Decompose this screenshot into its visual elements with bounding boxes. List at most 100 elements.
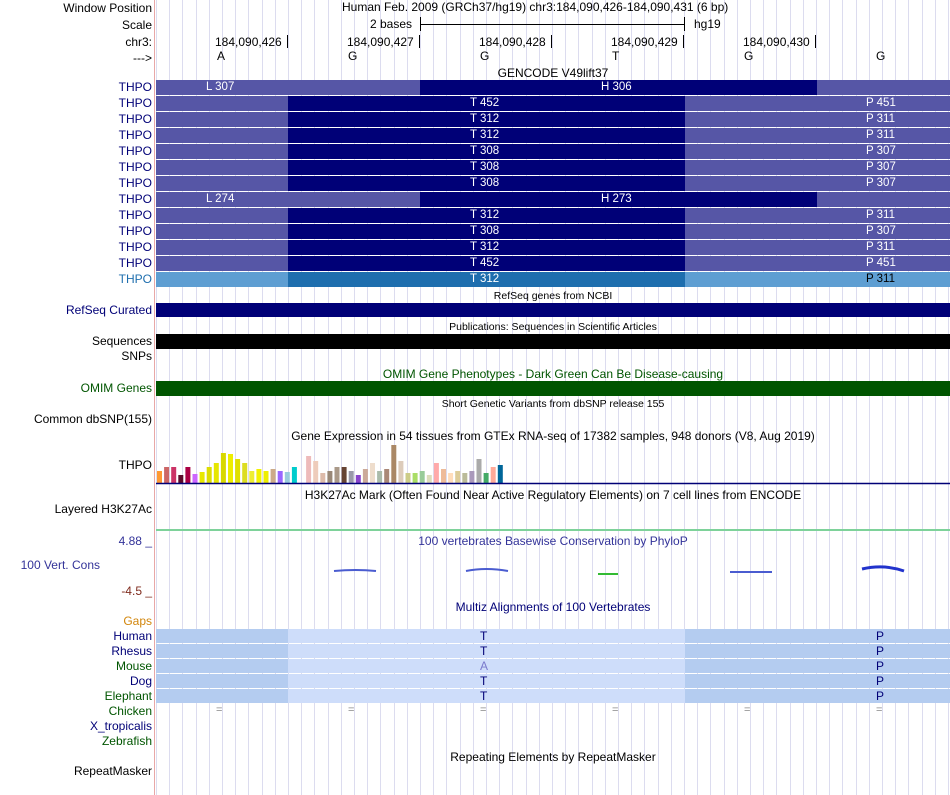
gencode-transcript[interactable]: L 274 H 273 [156, 192, 950, 207]
base-letter: G [876, 49, 886, 63]
omim-track-title[interactable]: OMIM Gene Phenotypes - Dark Green Can Be… [382, 367, 724, 381]
gaps-label[interactable]: Gaps [123, 614, 152, 628]
exon-segment [156, 96, 288, 111]
gencode-transcript-label[interactable]: THPO [118, 240, 152, 254]
refseq-gene-bar[interactable] [156, 303, 950, 317]
gencode-transcript-label[interactable]: THPO [118, 80, 152, 94]
conservation-track-title[interactable]: 100 vertebrates Basewise Conservation by… [418, 534, 688, 548]
gtex-tissue-bar [469, 471, 475, 483]
species-label-mouse[interactable]: Mouse [115, 659, 152, 673]
species-label-chicken[interactable]: Chicken [108, 704, 152, 718]
gencode-transcript[interactable]: T 312 P 311 [156, 208, 950, 223]
gtex-tissue-bar [348, 471, 354, 483]
gtex-tissue-bar [306, 456, 312, 483]
gencode-transcript-label[interactable]: THPO [118, 112, 152, 126]
multiz-track-title[interactable]: Multiz Alignments of 100 Vertebrates [455, 600, 651, 614]
gencode-transcript[interactable]: L 307 H 306 [156, 80, 950, 95]
gtex-label[interactable]: THPO [118, 458, 152, 472]
dbsnp-label[interactable]: Common dbSNP(155) [33, 412, 152, 426]
chicken-gap-mark: = [348, 704, 355, 716]
exon-segment [156, 272, 288, 287]
gencode-transcript-label[interactable]: THPO [118, 224, 152, 238]
gencode-transcript[interactable]: T 312 P 311 [156, 272, 950, 287]
exon-segment [685, 272, 950, 287]
conservation-plot[interactable] [156, 560, 950, 580]
refseq-track-title[interactable]: RefSeq genes from NCBI [493, 290, 613, 302]
h3k27ac-track-title[interactable]: H3K27Ac Mark (Often Found Near Active Re… [304, 488, 802, 502]
gtex-tissue-bar [313, 461, 319, 483]
dbsnp-track-title[interactable]: Short Genetic Variants from dbSNP releas… [441, 398, 665, 410]
tick-mark [287, 35, 288, 48]
alignment-block [156, 689, 288, 703]
amino-acid-label: L 307 [206, 81, 235, 93]
repeatmasker-track-title[interactable]: Repeating Elements by RepeatMasker [450, 750, 656, 764]
species-label-zebrafish[interactable]: Zebrafish [101, 734, 152, 748]
gtex-tissue-bar [199, 472, 205, 483]
gencode-transcript-label[interactable]: THPO [118, 256, 152, 270]
gencode-transcript[interactable]: T 308 P 307 [156, 176, 950, 191]
scale-bar [420, 17, 685, 31]
gtex-tissue-bar [377, 471, 383, 483]
gtex-tissue-bar [164, 467, 170, 483]
gencode-track-title[interactable]: GENCODE V49lift37 [497, 66, 609, 80]
species-label-human[interactable]: Human [113, 629, 152, 643]
gtex-tissue-bar [398, 461, 404, 483]
gencode-transcript-label[interactable]: THPO [118, 176, 152, 190]
gtex-tissue-bar [455, 471, 461, 483]
base-letter: G [480, 49, 490, 63]
alignment-residue: T [480, 629, 488, 643]
gencode-transcript[interactable]: T 452 P 451 [156, 256, 950, 271]
gtex-bar-chart[interactable] [156, 440, 950, 486]
gencode-transcript[interactable]: T 312 P 311 [156, 112, 950, 127]
exon-segment [685, 96, 950, 111]
gencode-transcript-label[interactable]: THPO [118, 208, 152, 222]
base-letter: G [348, 49, 358, 63]
gencode-transcript[interactable]: T 308 P 307 [156, 160, 950, 175]
alignment-residue: P [876, 644, 885, 658]
sequences-label[interactable]: Sequences [91, 334, 152, 348]
species-label-dog[interactable]: Dog [129, 674, 152, 688]
gencode-transcript[interactable]: T 452 P 451 [156, 96, 950, 111]
publications-track-title[interactable]: Publications: Sequences in Scientific Ar… [449, 321, 657, 333]
h3k27ac-label[interactable]: Layered H3K27Ac [54, 502, 152, 516]
gtex-tissue-bar [228, 454, 233, 483]
gtex-tissue-bar [284, 472, 290, 483]
gencode-transcript-label[interactable]: THPO [118, 96, 152, 110]
omim-gene-bar[interactable] [156, 381, 950, 396]
amino-acid-label: P 307 [866, 145, 896, 157]
species-label-rhesus[interactable]: Rhesus [111, 644, 152, 658]
gtex-tissue-bar [320, 473, 326, 483]
gencode-transcript-label[interactable]: THPO [118, 192, 152, 206]
gencode-transcript[interactable]: T 312 P 311 [156, 128, 950, 143]
gencode-transcript[interactable]: T 308 P 307 [156, 144, 950, 159]
gencode-transcript-label[interactable]: THPO [118, 160, 152, 174]
gencode-transcript-label[interactable]: THPO [118, 128, 152, 142]
repeatmasker-label[interactable]: RepeatMasker [73, 764, 152, 778]
gtex-tissue-bar [277, 471, 283, 483]
species-label-elephant[interactable]: Elephant [104, 689, 152, 703]
sequences-bar[interactable] [156, 334, 950, 349]
snps-label[interactable]: SNPs [121, 349, 152, 363]
exon-segment [685, 256, 950, 271]
gtex-tissue-bar [355, 475, 361, 483]
alignment-block [156, 674, 288, 688]
gencode-transcript-label[interactable]: THPO [118, 272, 152, 286]
species-label-x-tropicalis[interactable]: X_tropicalis [89, 719, 152, 733]
alignment-block [685, 659, 950, 673]
amino-acid-label: T 312 [470, 241, 500, 253]
base-letter: T [612, 49, 620, 63]
omim-label[interactable]: OMIM Genes [80, 381, 152, 395]
gencode-transcript[interactable]: T 312 P 311 [156, 240, 950, 255]
refseq-label[interactable]: RefSeq Curated [65, 303, 152, 317]
chicken-gap-mark: = [216, 704, 223, 716]
conservation-label[interactable]: 100 Vert. Cons [20, 558, 100, 572]
gencode-transcript-label[interactable]: THPO [118, 144, 152, 158]
gtex-tissue-bar [405, 473, 411, 483]
h3k27ac-signal[interactable] [156, 529, 950, 531]
gencode-transcript[interactable]: T 308 P 307 [156, 224, 950, 239]
